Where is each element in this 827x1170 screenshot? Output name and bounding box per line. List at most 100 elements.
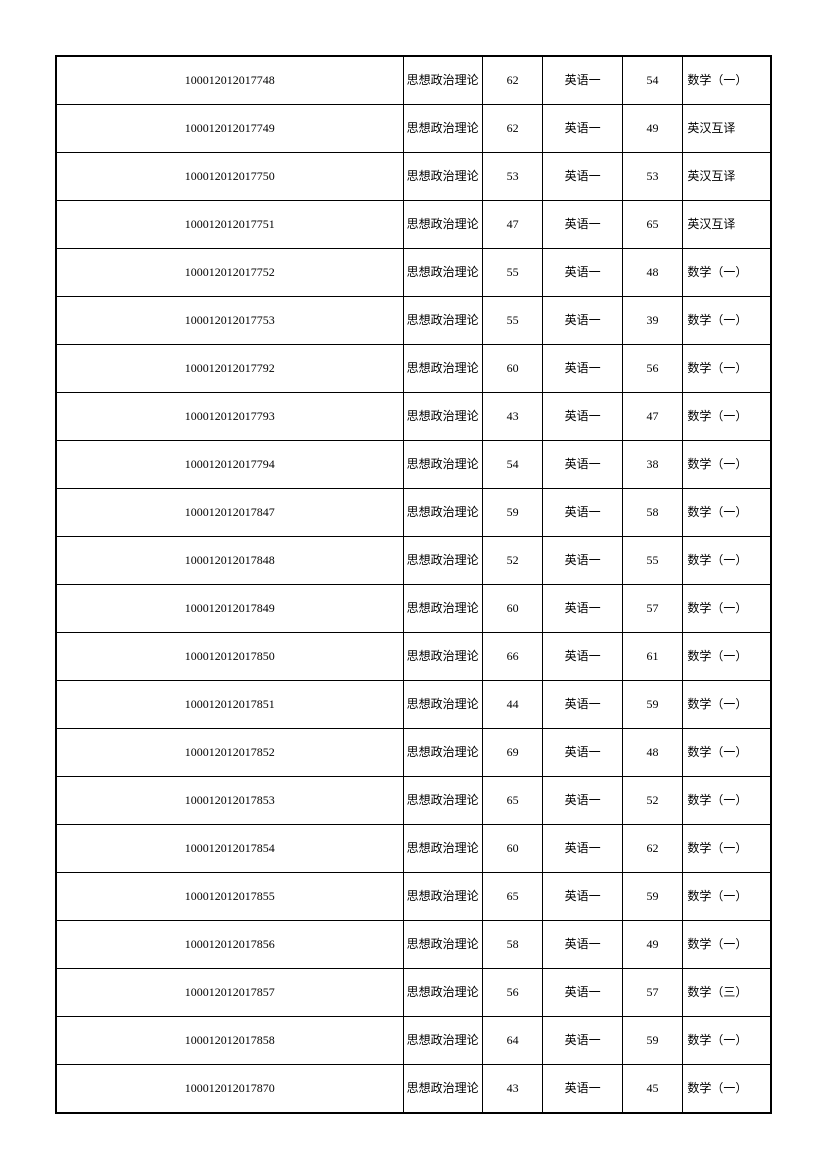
cell-subject1: 思想政治理论	[403, 249, 482, 297]
cell-score1: 53	[482, 153, 543, 201]
cell-subject3: 数学（一）	[683, 921, 771, 969]
table-row: 100012012017849思想政治理论60英语一57数学（一）	[56, 585, 771, 633]
cell-subject3: 数学（一）	[683, 1065, 771, 1114]
cell-subject3: 数学（一）	[683, 441, 771, 489]
cell-subject1: 思想政治理论	[403, 153, 482, 201]
cell-subject1: 思想政治理论	[403, 297, 482, 345]
cell-subject3: 数学（一）	[683, 489, 771, 537]
cell-subject1: 思想政治理论	[403, 921, 482, 969]
cell-subject2: 英语一	[543, 537, 622, 585]
cell-subject2: 英语一	[543, 489, 622, 537]
table-row: 100012012017847思想政治理论59英语一58数学（一）	[56, 489, 771, 537]
cell-score1: 65	[482, 777, 543, 825]
cell-score2: 59	[622, 681, 683, 729]
table-row: 100012012017854思想政治理论60英语一62数学（一）	[56, 825, 771, 873]
cell-id: 100012012017852	[56, 729, 403, 777]
cell-score2: 48	[622, 249, 683, 297]
table-row: 100012012017855思想政治理论65英语一59数学（一）	[56, 873, 771, 921]
cell-subject2: 英语一	[543, 873, 622, 921]
scores-table: 100012012017748思想政治理论62英语一54数学（一）1000120…	[55, 55, 772, 1114]
cell-subject1: 思想政治理论	[403, 489, 482, 537]
cell-score2: 61	[622, 633, 683, 681]
cell-subject1: 思想政治理论	[403, 393, 482, 441]
cell-score1: 43	[482, 393, 543, 441]
cell-subject2: 英语一	[543, 681, 622, 729]
table-row: 100012012017856思想政治理论58英语一49数学（一）	[56, 921, 771, 969]
cell-id: 100012012017849	[56, 585, 403, 633]
cell-score1: 69	[482, 729, 543, 777]
cell-score1: 43	[482, 1065, 543, 1114]
cell-score2: 65	[622, 201, 683, 249]
cell-subject1: 思想政治理论	[403, 201, 482, 249]
cell-score1: 66	[482, 633, 543, 681]
cell-subject2: 英语一	[543, 201, 622, 249]
cell-subject3: 英汉互译	[683, 105, 771, 153]
cell-subject3: 数学（一）	[683, 729, 771, 777]
cell-subject2: 英语一	[543, 969, 622, 1017]
cell-score2: 54	[622, 56, 683, 105]
cell-subject2: 英语一	[543, 297, 622, 345]
table-row: 100012012017751思想政治理论47英语一65英汉互译	[56, 201, 771, 249]
cell-score1: 60	[482, 585, 543, 633]
cell-score2: 53	[622, 153, 683, 201]
cell-score1: 56	[482, 969, 543, 1017]
cell-subject1: 思想政治理论	[403, 537, 482, 585]
cell-subject3: 数学（三）	[683, 969, 771, 1017]
cell-subject2: 英语一	[543, 441, 622, 489]
cell-subject1: 思想政治理论	[403, 1017, 482, 1065]
cell-subject2: 英语一	[543, 1017, 622, 1065]
cell-subject2: 英语一	[543, 105, 622, 153]
cell-id: 100012012017748	[56, 56, 403, 105]
cell-score1: 62	[482, 105, 543, 153]
cell-score2: 47	[622, 393, 683, 441]
cell-id: 100012012017848	[56, 537, 403, 585]
cell-subject1: 思想政治理论	[403, 56, 482, 105]
table-row: 100012012017752思想政治理论55英语一48数学（一）	[56, 249, 771, 297]
cell-score1: 55	[482, 297, 543, 345]
cell-subject3: 英汉互译	[683, 153, 771, 201]
cell-score2: 56	[622, 345, 683, 393]
cell-score1: 52	[482, 537, 543, 585]
cell-subject1: 思想政治理论	[403, 681, 482, 729]
cell-id: 100012012017794	[56, 441, 403, 489]
cell-score1: 59	[482, 489, 543, 537]
cell-subject2: 英语一	[543, 56, 622, 105]
cell-score1: 62	[482, 56, 543, 105]
table-row: 100012012017753思想政治理论55英语一39数学（一）	[56, 297, 771, 345]
table-row: 100012012017870思想政治理论43英语一45数学（一）	[56, 1065, 771, 1114]
cell-id: 100012012017851	[56, 681, 403, 729]
cell-score2: 58	[622, 489, 683, 537]
cell-score1: 60	[482, 345, 543, 393]
cell-score2: 59	[622, 1017, 683, 1065]
cell-subject3: 数学（一）	[683, 873, 771, 921]
cell-id: 100012012017792	[56, 345, 403, 393]
cell-subject3: 数学（一）	[683, 393, 771, 441]
cell-score2: 62	[622, 825, 683, 873]
cell-subject3: 数学（一）	[683, 681, 771, 729]
cell-score1: 55	[482, 249, 543, 297]
cell-id: 100012012017847	[56, 489, 403, 537]
cell-id: 100012012017793	[56, 393, 403, 441]
cell-subject3: 数学（一）	[683, 777, 771, 825]
cell-subject3: 数学（一）	[683, 345, 771, 393]
table-row: 100012012017850思想政治理论66英语一61数学（一）	[56, 633, 771, 681]
cell-subject1: 思想政治理论	[403, 585, 482, 633]
cell-subject2: 英语一	[543, 921, 622, 969]
cell-id: 100012012017855	[56, 873, 403, 921]
table-row: 100012012017749思想政治理论62英语一49英汉互译	[56, 105, 771, 153]
cell-subject3: 数学（一）	[683, 537, 771, 585]
cell-score1: 54	[482, 441, 543, 489]
cell-id: 100012012017749	[56, 105, 403, 153]
cell-subject3: 数学（一）	[683, 297, 771, 345]
cell-id: 100012012017856	[56, 921, 403, 969]
cell-score2: 39	[622, 297, 683, 345]
cell-subject2: 英语一	[543, 729, 622, 777]
cell-score1: 65	[482, 873, 543, 921]
cell-score2: 55	[622, 537, 683, 585]
cell-subject2: 英语一	[543, 1065, 622, 1114]
cell-subject3: 数学（一）	[683, 825, 771, 873]
cell-subject1: 思想政治理论	[403, 441, 482, 489]
cell-id: 100012012017858	[56, 1017, 403, 1065]
cell-score2: 49	[622, 921, 683, 969]
cell-id: 100012012017753	[56, 297, 403, 345]
